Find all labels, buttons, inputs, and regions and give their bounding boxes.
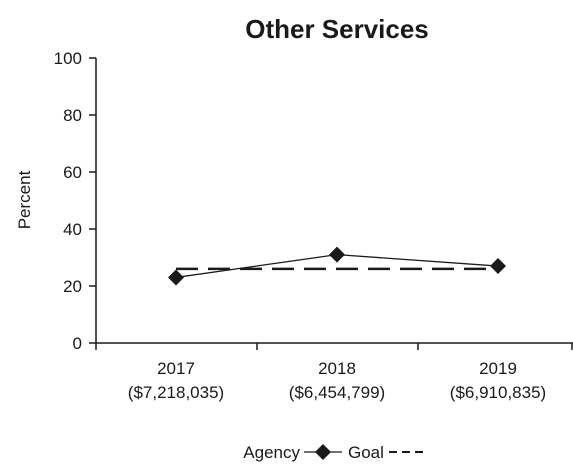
legend: Agency Goal bbox=[243, 443, 428, 462]
y-tick-label: 20 bbox=[63, 277, 82, 296]
chart-title: Other Services bbox=[245, 14, 429, 44]
x-tick-sublabel: ($6,910,835) bbox=[450, 383, 546, 402]
data-point-agency bbox=[490, 258, 506, 275]
legend-label-agency: Agency bbox=[243, 443, 300, 462]
y-axis-title: Percent bbox=[15, 170, 34, 229]
y-tick-label: 40 bbox=[63, 220, 82, 239]
y-tick-label: 100 bbox=[54, 49, 82, 68]
data-point-agency bbox=[168, 269, 184, 286]
legend-swatch-agency-marker bbox=[315, 444, 331, 460]
y-tick-label: 60 bbox=[63, 163, 82, 182]
legend-label-goal: Goal bbox=[348, 443, 384, 462]
x-tick-label: 2018 bbox=[318, 359, 356, 378]
data-point-agency bbox=[329, 246, 345, 263]
tick-labels: 0 20 40 60 80 100 2017 ($7,218,035) 2018 ($6,454,… bbox=[54, 49, 547, 402]
y-tick-label: 0 bbox=[73, 334, 82, 353]
x-tick-sublabel: ($7,218,035) bbox=[128, 383, 224, 402]
x-tick-label: 2017 bbox=[157, 359, 195, 378]
x-tick-sublabel: ($6,454,799) bbox=[289, 383, 385, 402]
y-tick-label: 80 bbox=[63, 106, 82, 125]
data-markers bbox=[168, 246, 506, 286]
axes bbox=[89, 57, 573, 350]
x-tick-label: 2019 bbox=[479, 359, 517, 378]
